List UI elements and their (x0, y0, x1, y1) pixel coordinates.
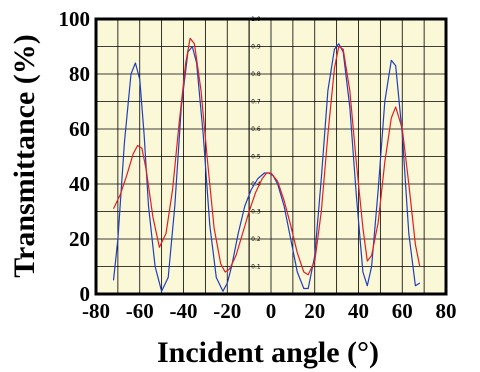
inner-tick-label: 0.6 (251, 126, 261, 133)
inner-tick-label: 0.5 (251, 154, 261, 161)
x-tick-label: -20 (213, 299, 241, 323)
x-tick-label: 0 (266, 299, 277, 323)
y-tick-label: 40 (69, 172, 90, 196)
y-tick-label: 60 (69, 117, 90, 141)
inner-tick-label: 0.2 (251, 236, 261, 243)
series-lines (112, 37, 421, 292)
y-tick-labels: 0 20 40 60 80 100 (59, 7, 91, 306)
x-tick-label: 40 (348, 299, 369, 323)
y-tick-label: 80 (69, 62, 90, 86)
plot-frame (94, 17, 448, 296)
y-axis-title: Transmittance (%) (8, 34, 41, 278)
series-line-2 (112, 37, 421, 276)
inner-tick-label: 0.7 (251, 99, 261, 106)
y-tick-label: 0 (80, 282, 91, 306)
x-tick-label: 20 (304, 299, 325, 323)
y-tick-label: 20 (69, 227, 90, 251)
x-tick-labels: -80 -60 -40 -20 0 20 40 60 80 (82, 299, 457, 323)
inner-tick-label: 0.8 (251, 71, 261, 78)
inner-tick-label: 0.4 (251, 181, 261, 188)
x-tick-label: -80 (82, 299, 110, 323)
inner-tick-label: 0.3 (251, 209, 261, 216)
inner-tick-label: 0.1 (251, 264, 261, 271)
x-tick-label: 60 (392, 299, 413, 323)
x-tick-label: -60 (126, 299, 154, 323)
x-tick-label: 80 (436, 299, 457, 323)
x-tick-label: -40 (170, 299, 198, 323)
x-axis-title: Incident angle (°) (157, 336, 379, 369)
y-tick-label: 100 (59, 7, 91, 31)
inner-tick-label: 0.9 (251, 44, 261, 51)
